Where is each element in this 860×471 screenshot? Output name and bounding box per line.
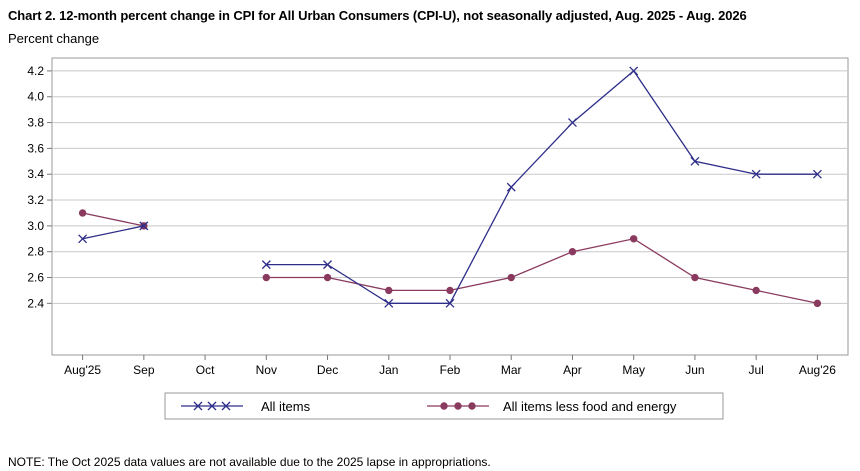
- y-tick-label: 3.8: [27, 116, 44, 130]
- legend-marker-all-items: [207, 401, 217, 411]
- data-point-all-items-less-food-and-energy: [78, 209, 87, 217]
- data-point-all-items-less-food-and-energy: [446, 286, 454, 295]
- legend-marker-all-items-less-food-and-energy: [468, 402, 476, 410]
- plot-area: [51, 57, 849, 356]
- legend-marker-all-items-less-food-and-energy: [440, 402, 448, 410]
- data-point-all-items-less-food-and-energy: [691, 273, 699, 282]
- y-tick-label: 2.6: [27, 271, 44, 285]
- legend-marker-all-items: [193, 401, 203, 411]
- y-tick-label: 4.0: [27, 90, 44, 104]
- x-tick-label: Mar: [501, 363, 522, 377]
- x-tick-label: Dec: [317, 363, 338, 377]
- x-tick-label: Sep: [133, 363, 155, 377]
- chart-title: Chart 2. 12-month percent change in CPI …: [8, 8, 747, 23]
- data-point-all-items: [812, 169, 822, 179]
- legend-label-all-items: All items: [261, 399, 311, 414]
- y-tick-label: 3.0: [27, 219, 44, 233]
- x-tick-label: Jun: [685, 363, 704, 377]
- y-tick-label: 2.8: [27, 245, 44, 259]
- legend-marker-all-items-less-food-and-energy: [454, 402, 462, 410]
- data-point-all-items-less-food-and-energy: [629, 235, 638, 243]
- data-point-all-items-less-food-and-energy: [385, 286, 393, 295]
- data-point-all-items: [568, 118, 577, 128]
- data-point-all-items: [445, 298, 455, 308]
- data-point-all-items: [78, 234, 88, 244]
- y-tick-label: 3.4: [27, 167, 44, 181]
- data-point-all-items-less-food-and-energy: [262, 273, 271, 282]
- data-point-all-items: [751, 169, 761, 179]
- data-point-all-items: [629, 66, 639, 76]
- y-axis-label: Percent change: [8, 31, 100, 46]
- data-point-all-items-less-food-and-energy: [507, 273, 515, 282]
- data-point-all-items: [690, 156, 700, 166]
- x-tick-label: Aug'25: [64, 363, 101, 377]
- series-line-all-items: [82, 69, 818, 304]
- legend-marker-all-items: [221, 401, 231, 411]
- data-point-all-items: [323, 260, 332, 270]
- x-tick-label: Jul: [748, 363, 763, 377]
- data-point-all-items-less-food-and-energy: [813, 299, 822, 308]
- data-point-all-items: [139, 221, 149, 231]
- y-tick-label: 3.6: [27, 141, 44, 155]
- y-tick-label: 3.2: [27, 193, 44, 207]
- x-tick-label: Jan: [379, 363, 398, 377]
- data-point-all-items: [261, 260, 271, 270]
- x-tick-label: Nov: [256, 363, 277, 377]
- x-tick-label: Feb: [440, 363, 461, 377]
- x-tick-label: Apr: [563, 363, 582, 377]
- y-tick-label: 2.4: [27, 296, 44, 310]
- legend-label-all-items-less-food-and-energy: All items less food and energy: [503, 399, 677, 414]
- cpi-line-chart: 2.4 2.6 2.8 3.0 3.2 3.4 3.6 3.8 4.0 4.2 Aug'25 Sep O…: [27, 57, 849, 420]
- x-tick-label: Oct: [196, 363, 215, 377]
- x-tick-label: Aug'26: [799, 363, 836, 377]
- x-tick-label: May: [622, 363, 645, 377]
- data-point-all-items: [506, 182, 516, 192]
- data-point-all-items: [384, 298, 394, 308]
- footnote: NOTE: The Oct 2025 data values are not a…: [8, 455, 491, 469]
- y-tick-label: 4.2: [27, 64, 44, 78]
- data-point-all-items-less-food-and-energy: [752, 286, 760, 295]
- data-point-all-items-less-food-and-energy: [323, 273, 332, 282]
- data-point-all-items-less-food-and-energy: [568, 247, 577, 256]
